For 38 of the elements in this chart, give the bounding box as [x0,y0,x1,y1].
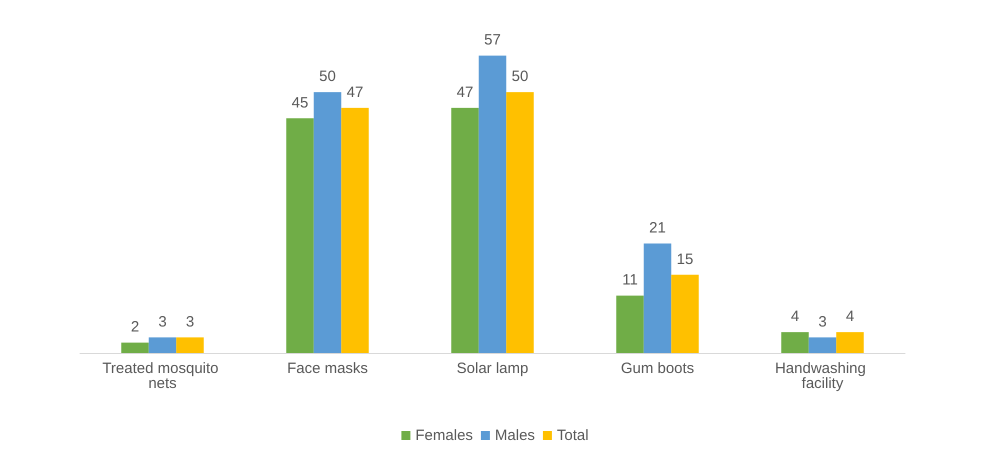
data-label: 47 [346,84,364,101]
bar [644,243,672,353]
bar [781,332,809,353]
data-label: 3 [186,313,194,330]
data-label: 4 [846,308,854,326]
x-tick-label: Solar lamp [456,360,528,377]
data-label: 50 [512,68,528,86]
bar [148,337,176,353]
bar [451,108,479,353]
x-tick-label: Treated mosquito nets [102,360,223,392]
data-label: 11 [622,272,638,289]
x-tick-label: Gum boots [620,360,694,377]
bar [506,92,534,353]
legend-label: Total [556,427,589,444]
legend-label: Males [494,427,535,444]
bar [808,337,836,353]
data-label: 3 [158,313,167,330]
data-label: 21 [649,219,666,236]
bar [478,56,506,353]
data-label: 2 [130,318,140,336]
data-label: 15 [676,250,694,268]
bar [671,274,699,353]
data-label: 50 [319,68,336,86]
x-tick-label: Face masks [287,360,368,377]
bar [176,337,204,353]
data-label: 3 [818,313,827,330]
bar [121,342,149,353]
data-label: 4 [790,308,800,326]
legend-label: Females [415,427,473,444]
bar [616,296,644,353]
data-label: 45 [292,94,308,112]
data-label: 47 [456,84,474,101]
bar [341,108,369,353]
bar [314,92,342,353]
data-label: 57 [484,32,501,49]
bar [286,118,314,353]
x-tick-label: Handwashing facility [774,360,870,392]
bar [836,332,864,353]
